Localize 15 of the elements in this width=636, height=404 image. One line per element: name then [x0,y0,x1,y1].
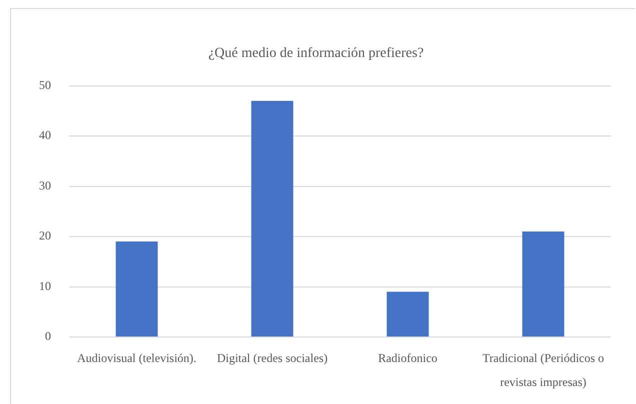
x-tick-label: Digital (redes sociales) [216,351,328,366]
bar [251,100,294,336]
y-tick-label: 40 [39,128,51,142]
y-tick-label: 0 [45,329,51,344]
x-tick-label: Radiofonico [378,351,438,366]
y-tick-label: 50 [39,78,51,92]
bar [386,292,429,336]
x-tick-label: Tradicional (Periódicos o revistas impresas) [482,351,604,390]
y-tick-label: 10 [39,278,51,293]
y-tick-label: 30 [39,178,51,192]
bar [116,242,158,336]
chart-title: ¿Qué medio de información prefieres? [208,46,424,62]
bar [522,231,564,336]
y-tick-label: 20 [39,228,51,243]
x-tick-label: Audiovisual (televisión). [77,351,196,366]
